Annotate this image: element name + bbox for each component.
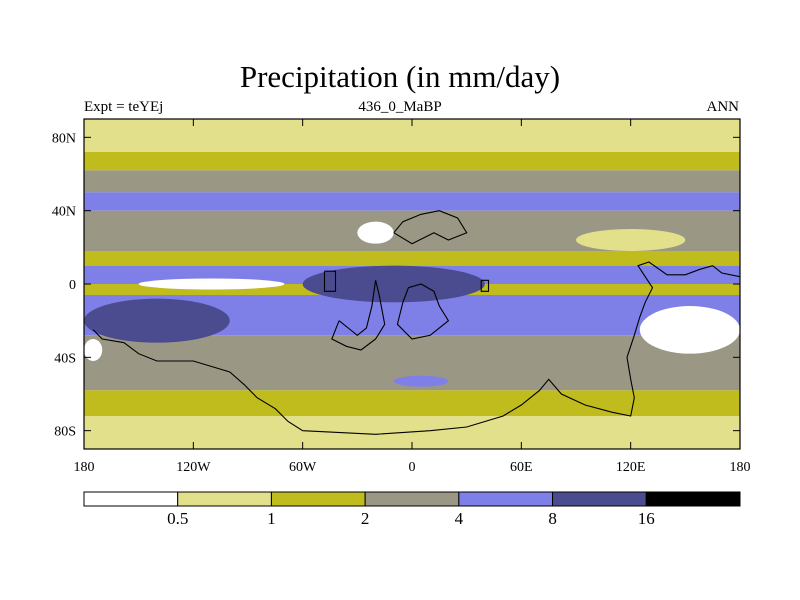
colorbar-label-5: 16 <box>638 509 655 528</box>
x-tick-label-4: 60E <box>510 460 533 475</box>
colorbar-swatch-3 <box>364 491 460 507</box>
y-tick-label-4: 80S <box>54 425 76 440</box>
precip-band-10 <box>84 390 740 416</box>
precipitation-field <box>84 119 740 449</box>
colorbar-label-0: 0.5 <box>167 509 188 528</box>
period-label: 436_0_MaBP <box>358 99 442 115</box>
precip-patch-5 <box>84 339 103 361</box>
x-tick-label-6: 180 <box>730 460 751 475</box>
coastline-pangea-main <box>92 261 740 435</box>
colorbar-swatch-1 <box>177 491 272 507</box>
precip-band-2 <box>84 170 740 193</box>
precip-band-3 <box>84 192 740 211</box>
precip-patch-3 <box>357 221 394 244</box>
x-tick-label-0: 180 <box>74 460 95 475</box>
season-label: ANN <box>706 99 740 115</box>
precip-band-1 <box>84 152 740 171</box>
x-tick-label-1: 120W <box>176 460 211 475</box>
coastline-layer <box>92 210 740 435</box>
y-tick-label-3: 40S <box>54 351 76 366</box>
precip-patch-2 <box>138 278 285 290</box>
coastline-island-west <box>323 270 337 292</box>
precip-patch-4 <box>639 306 740 354</box>
colorbar-swatch-0 <box>83 491 179 507</box>
x-tick-label-2: 60W <box>289 460 317 475</box>
colorbar-swatch-4 <box>458 491 554 507</box>
colorbar: 0.5 1 2 4 8 16 <box>83 491 741 528</box>
colorbar-swatch-6 <box>645 491 741 507</box>
coastline-central-block <box>396 283 450 340</box>
precip-band-5 <box>84 251 740 266</box>
colorbar-swatch-5 <box>552 491 647 507</box>
y-tick-label-0: 80N <box>52 131 76 146</box>
precip-patch-1 <box>302 265 485 303</box>
precip-patch-6 <box>576 229 686 251</box>
x-tick-label-5: 120E <box>616 460 646 475</box>
axis-ticks: 180 120W 60W 0 60E 120E 180 80N 40N 0 40S 80S <box>52 119 751 475</box>
colorbar-label-2: 2 <box>361 509 370 528</box>
x-tick-label-3: 0 <box>409 460 416 475</box>
colorbar-label-3: 4 <box>455 509 464 528</box>
coastline-arc-microcontinent <box>331 280 386 351</box>
y-tick-label-2: 0 <box>69 278 76 293</box>
chart-title: Precipitation (in mm/day) <box>239 59 561 94</box>
precip-patch-7 <box>393 375 449 387</box>
experiment-label: Expt = teYEj <box>84 99 164 115</box>
colorbar-label-1: 1 <box>267 509 276 528</box>
precip-patch-0 <box>84 298 230 343</box>
colorbar-label-4: 8 <box>548 509 557 528</box>
y-tick-label-1: 40N <box>52 205 76 220</box>
coastline-small-isle <box>480 279 490 292</box>
colorbar-swatch-2 <box>270 491 366 507</box>
coastline-north-block <box>393 210 468 245</box>
